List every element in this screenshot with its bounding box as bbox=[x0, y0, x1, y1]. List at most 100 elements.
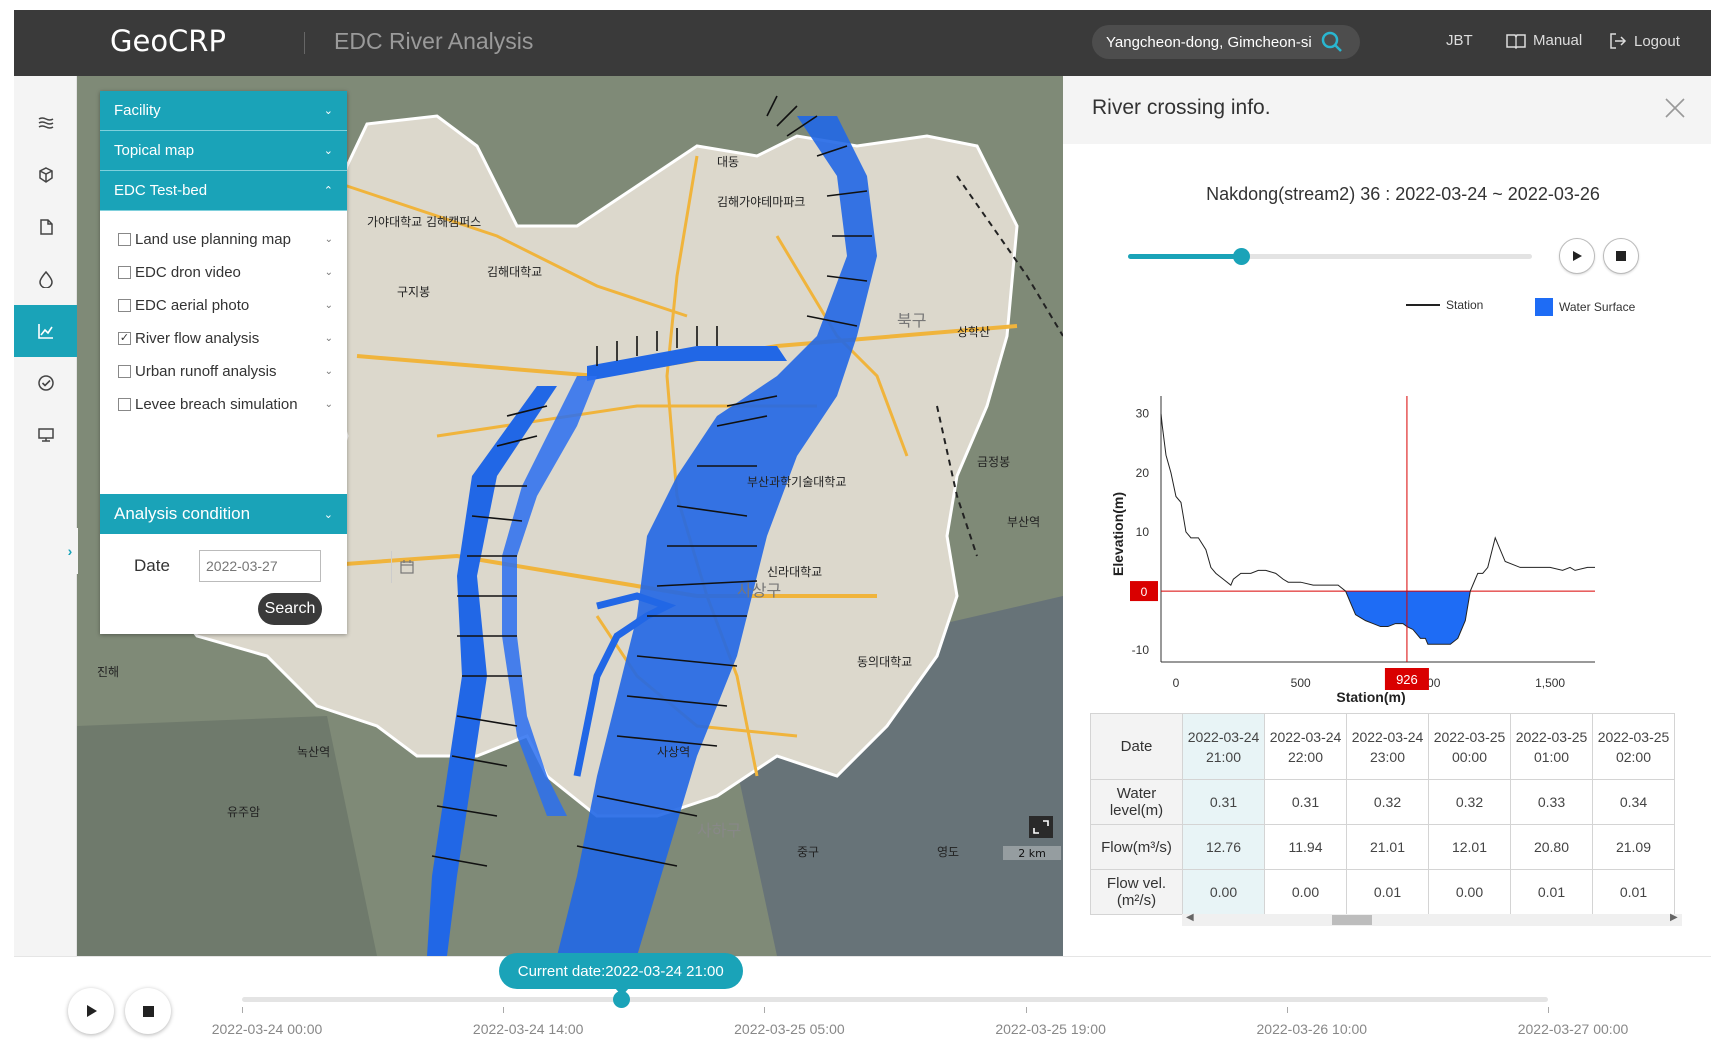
table-horizontal-scrollbar[interactable]: ◀ ▶ bbox=[1182, 912, 1682, 926]
timeline-tick bbox=[764, 1007, 766, 1013]
scrollbar-thumb[interactable] bbox=[1332, 915, 1372, 925]
rail-3d-button[interactable] bbox=[14, 149, 77, 201]
top-bar: GeoCRP EDC River Analysis JBT Manual Log… bbox=[14, 10, 1711, 76]
river-panel-header: River crossing info. bbox=[1063, 76, 1711, 144]
map-label-daedong: 대동 bbox=[717, 155, 739, 169]
panel-toggle-chevron-right-icon[interactable]: › bbox=[62, 528, 78, 574]
map-label-geumjeongbong: 금정봉 bbox=[977, 455, 1010, 469]
layer-checkbox[interactable] bbox=[118, 233, 131, 246]
timeline-tick bbox=[1286, 1007, 1288, 1013]
map-label-bukgu: 북구 bbox=[897, 311, 926, 330]
water-surface-area bbox=[1345, 591, 1471, 645]
chevron-down-icon: ⌄ bbox=[323, 508, 333, 521]
layer-checkbox[interactable] bbox=[118, 299, 131, 312]
timeline-play-button[interactable] bbox=[68, 988, 114, 1034]
stop-icon bbox=[1616, 251, 1626, 261]
chevron-down-icon[interactable]: ⌄ bbox=[324, 234, 333, 245]
layer-item[interactable]: EDC dron video ⌄ bbox=[100, 256, 347, 289]
layer-item[interactable]: Land use planning map ⌄ bbox=[100, 223, 347, 256]
section-facility[interactable]: Facility ⌄ bbox=[100, 91, 347, 131]
table-cell-date[interactable]: 2022-03-25 00:00 bbox=[1428, 713, 1511, 780]
flow-table: Date 2022-03-24 21:00 2022-03-24 22:00 202… bbox=[1090, 713, 1675, 915]
table-cell: 0.00 bbox=[1428, 869, 1511, 915]
analysis-condition-label: Analysis condition bbox=[114, 504, 251, 523]
layer-item[interactable]: EDC aerial photo ⌄ bbox=[100, 289, 347, 322]
rail-waves-button[interactable] bbox=[14, 97, 77, 149]
rail-water-button[interactable] bbox=[14, 253, 77, 305]
scroll-left-icon[interactable]: ◀ bbox=[1186, 912, 1194, 923]
search-button[interactable]: Search bbox=[258, 593, 322, 625]
timeline-tick bbox=[1025, 1007, 1027, 1013]
map-label-sanghaksan: 상학산 bbox=[957, 325, 990, 339]
rail-check-button[interactable] bbox=[14, 357, 77, 409]
jbt-link[interactable]: JBT bbox=[1446, 32, 1473, 49]
date-row: Date 2022-03-27 bbox=[100, 549, 414, 583]
location-search-input[interactable] bbox=[1092, 25, 1360, 59]
timeline-tick-label: 2022-03-25 19:00 bbox=[995, 1021, 1106, 1037]
layer-checkbox[interactable] bbox=[118, 365, 131, 378]
section-analysis-condition[interactable]: Analysis condition ⌄ bbox=[100, 494, 347, 534]
rail-monitor-button[interactable] bbox=[14, 409, 77, 461]
y-axis-label: Elevation(m) bbox=[1110, 492, 1126, 576]
layer-checkbox[interactable]: ✓ bbox=[118, 332, 131, 345]
layer-item[interactable]: Levee breach simulation ⌄ bbox=[100, 388, 347, 421]
table-cell: 0.32 bbox=[1346, 779, 1429, 825]
table-cell-date[interactable]: 2022-03-24 21:00 bbox=[1182, 713, 1265, 780]
calendar-icon[interactable] bbox=[391, 551, 421, 583]
timeline-bar: 2022-03-24 00:00 2022-03-24 14:00 2022-03-… bbox=[14, 953, 1711, 1051]
table-cell: 0.31 bbox=[1264, 779, 1347, 825]
x-tick-label: 0 bbox=[1173, 676, 1180, 690]
table-cell: 0.01 bbox=[1592, 869, 1675, 915]
row-header-flow-vel: Flow vel.(m²/s) bbox=[1090, 869, 1183, 915]
table-cell-date[interactable]: 2022-03-25 02:00 bbox=[1592, 713, 1675, 780]
close-icon[interactable] bbox=[1663, 96, 1687, 120]
chevron-down-icon[interactable]: ⌄ bbox=[324, 399, 333, 410]
time-slider-thumb[interactable] bbox=[1233, 248, 1251, 265]
station-profile-line bbox=[1160, 413, 1595, 645]
logout-link[interactable]: Logout bbox=[1609, 32, 1680, 50]
waves-icon bbox=[38, 117, 53, 129]
timeline-tick-label: 2022-03-24 14:00 bbox=[472, 1021, 584, 1037]
layer-label: Land use planning map bbox=[135, 231, 291, 248]
map-label-yujuam: 유주암 bbox=[227, 805, 260, 819]
rail-analysis-button[interactable] bbox=[14, 305, 77, 357]
layer-checkbox[interactable] bbox=[118, 266, 131, 279]
fullscreen-icon[interactable] bbox=[1029, 816, 1053, 838]
chevron-down-icon[interactable]: ⌄ bbox=[324, 267, 333, 278]
rail-document-button[interactable] bbox=[14, 201, 77, 253]
zero-badge bbox=[1130, 581, 1158, 602]
table-cell: 0.32 bbox=[1428, 779, 1511, 825]
layer-item[interactable]: ✓ River flow analysis ⌄ bbox=[100, 322, 347, 355]
section-topical-map[interactable]: Topical map ⌄ bbox=[100, 131, 347, 171]
search-icon[interactable] bbox=[1320, 30, 1344, 54]
timeline-stop-button[interactable] bbox=[125, 988, 171, 1034]
table-cell-date[interactable]: 2022-03-25 01:00 bbox=[1510, 713, 1593, 780]
chart-stop-button[interactable] bbox=[1603, 238, 1639, 274]
layer-list: Land use planning map ⌄ EDC dron video ⌄ EDC… bbox=[100, 223, 347, 421]
chevron-down-icon[interactable]: ⌄ bbox=[324, 366, 333, 377]
date-input-value: 2022-03-27 bbox=[206, 558, 278, 574]
chart-play-button[interactable] bbox=[1559, 238, 1595, 274]
section-edc-testbed[interactable]: EDC Test-bed ⌃ bbox=[100, 171, 347, 211]
manual-link[interactable]: Manual bbox=[1506, 32, 1582, 49]
table-cell-date[interactable]: 2022-03-24 22:00 bbox=[1264, 713, 1347, 780]
map-label-gujibong: 구지봉 bbox=[397, 285, 430, 299]
layer-checkbox[interactable] bbox=[118, 398, 131, 411]
section-topical-label: Topical map bbox=[114, 142, 195, 159]
table-row-water-level: Water level(m) 0.31 0.31 0.32 0.32 0.33 … bbox=[1090, 779, 1675, 825]
play-icon bbox=[86, 1005, 97, 1017]
chevron-down-icon[interactable]: ⌄ bbox=[324, 333, 333, 344]
table-cell: 21.09 bbox=[1592, 824, 1675, 870]
map-label-sasanggu: 사상구 bbox=[737, 581, 781, 600]
y-tick-label: 30 bbox=[1136, 407, 1150, 421]
zero-badge-label: 0 bbox=[1141, 585, 1148, 599]
scroll-right-icon[interactable]: ▶ bbox=[1670, 912, 1678, 923]
date-input[interactable]: 2022-03-27 bbox=[199, 550, 414, 583]
chevron-down-icon[interactable]: ⌄ bbox=[324, 300, 333, 311]
timeline-track[interactable] bbox=[242, 997, 1548, 1002]
map-label-silla-univ: 신라대학교 bbox=[767, 565, 822, 579]
time-slider[interactable] bbox=[1128, 248, 1532, 265]
table-cell-date[interactable]: 2022-03-24 23:00 bbox=[1346, 713, 1429, 780]
layer-item[interactable]: Urban runoff analysis ⌄ bbox=[100, 355, 347, 388]
app-logo[interactable]: GeoCRP bbox=[110, 24, 226, 58]
